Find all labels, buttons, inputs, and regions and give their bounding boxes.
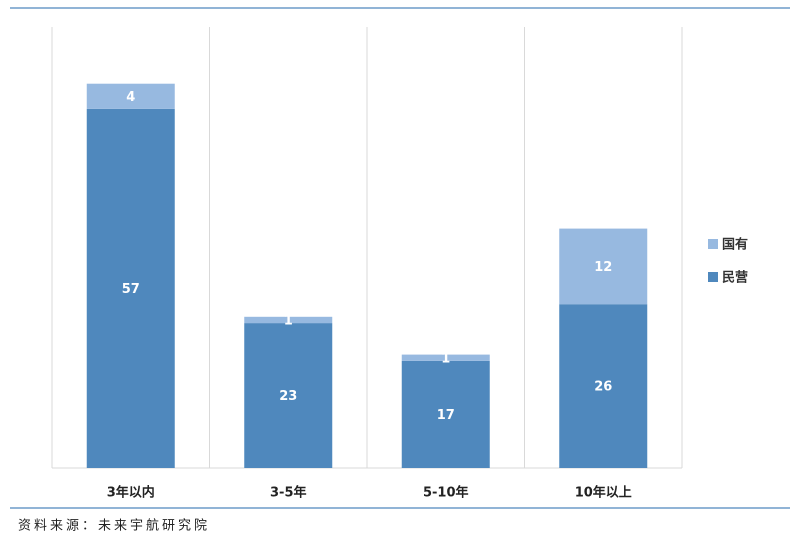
data-label: 57 <box>122 282 140 297</box>
x-tick-label: 10年以上 <box>575 485 632 501</box>
legend-label: 民营 <box>722 270 748 286</box>
bar-segment <box>244 316 333 324</box>
x-tick-label: 3年以内 <box>107 485 155 501</box>
bar-segment <box>559 304 648 468</box>
data-label: 23 <box>279 389 297 404</box>
bar-segment <box>401 360 490 468</box>
x-tick-label: 5-10年 <box>423 485 469 501</box>
data-label: 1 <box>441 351 450 366</box>
data-label: 17 <box>437 408 455 423</box>
data-label: 1 <box>284 313 293 328</box>
data-label: 4 <box>126 90 135 105</box>
legend-label: 国有 <box>722 237 748 253</box>
data-label: 26 <box>594 380 612 395</box>
source: 资料来源：未来宇航研究院 <box>18 518 210 534</box>
bar-segment <box>86 83 175 109</box>
data-label: 12 <box>594 260 612 275</box>
legend-swatch <box>708 239 718 249</box>
bar-segment <box>559 228 648 305</box>
legend-swatch <box>708 272 718 282</box>
bar-segment <box>86 108 175 469</box>
bar-segment <box>401 354 490 361</box>
bar-segment <box>244 323 333 468</box>
x-tick-label: 3-5年 <box>270 485 307 501</box>
